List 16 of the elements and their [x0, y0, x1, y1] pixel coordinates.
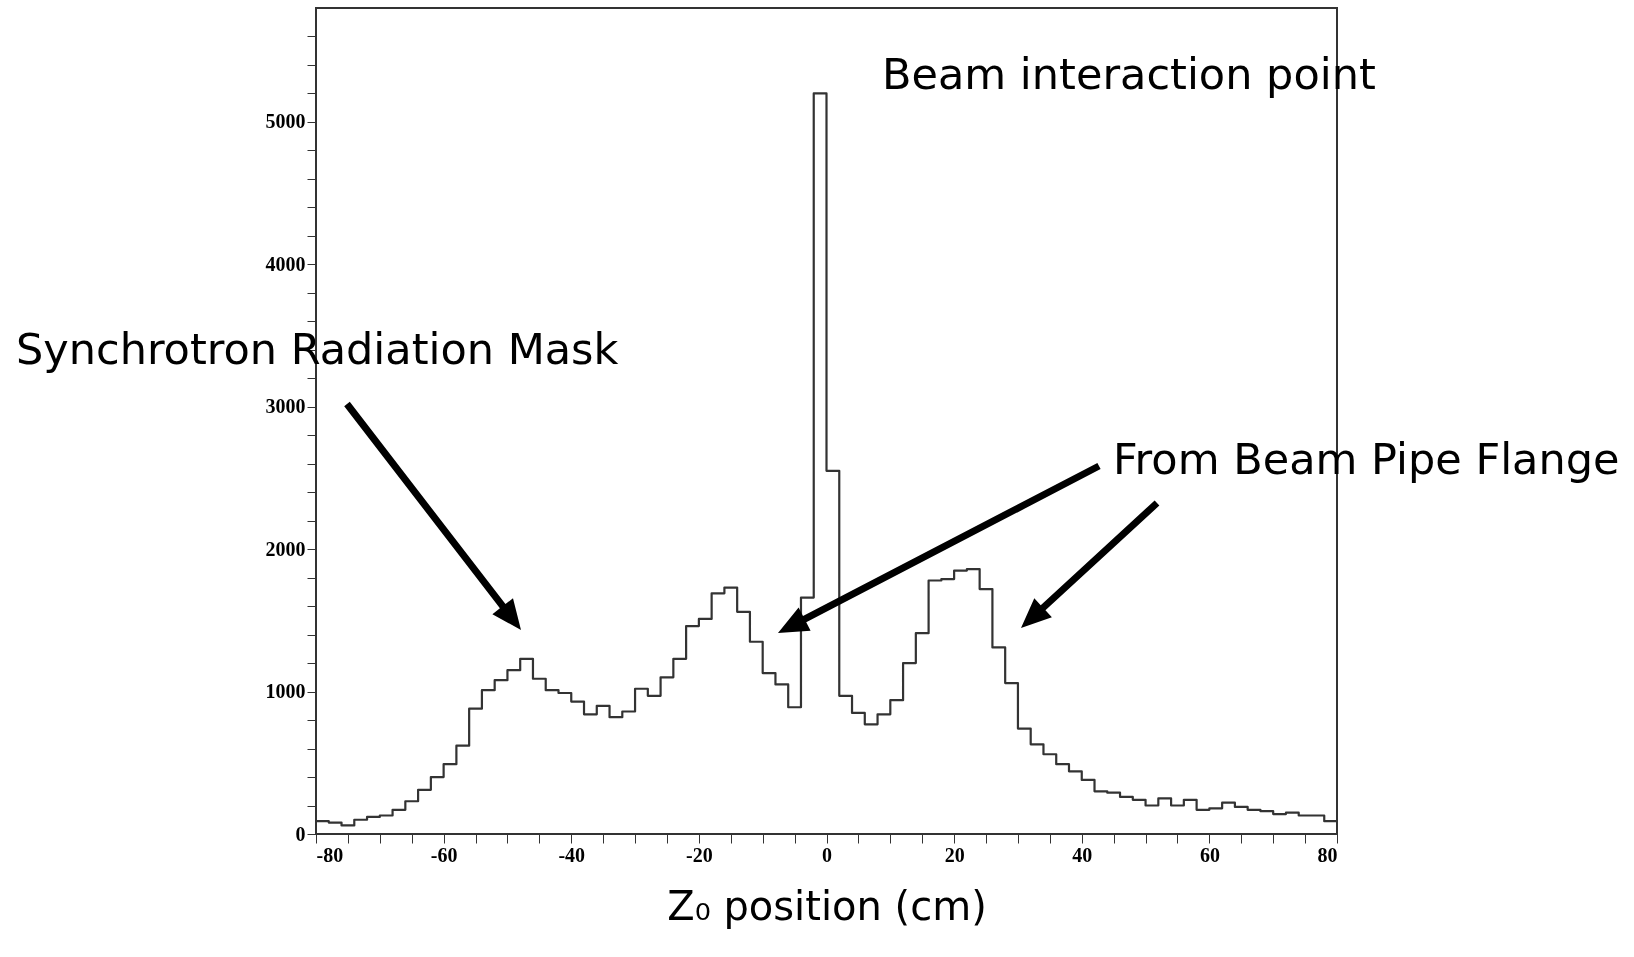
x-tick-label: -80 — [316, 843, 344, 866]
x-tick-label: -20 — [686, 843, 713, 866]
y-tick-label: 1000 — [265, 680, 306, 703]
y-tick-label: 0 — [295, 822, 306, 845]
x-tick-label: -60 — [430, 843, 458, 866]
y-tick-label: 2000 — [265, 537, 306, 560]
x-tick-label: 80 — [1317, 843, 1338, 866]
y-tick-label: 3000 — [265, 395, 306, 418]
x-tick-label: 0 — [822, 843, 832, 866]
y-tick-label: 5000 — [265, 110, 306, 133]
x-tick-label: 60 — [1199, 843, 1220, 866]
y-tick-label: 4000 — [265, 252, 306, 275]
x-axis-title: Z₀ position (cm) — [667, 882, 987, 929]
x-tick-label: 40 — [1072, 843, 1093, 866]
x-tick-label: -40 — [558, 843, 586, 866]
x-tick-label: 20 — [944, 843, 965, 866]
